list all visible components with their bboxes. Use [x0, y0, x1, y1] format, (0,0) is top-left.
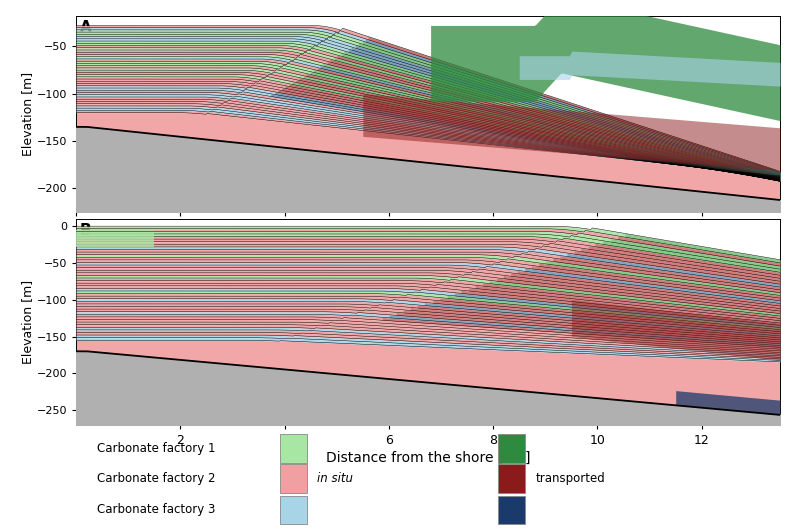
X-axis label: Distance from the shore [km]: Distance from the shore [km] [326, 451, 530, 465]
Bar [498, 434, 525, 463]
Bar [498, 495, 525, 524]
Text: Carbonate factory 2: Carbonate factory 2 [97, 472, 216, 485]
Text: Carbonate factory 3: Carbonate factory 3 [97, 503, 215, 516]
Bar [280, 495, 307, 524]
Bar [280, 434, 307, 463]
Text: B: B [79, 223, 91, 238]
Bar [498, 465, 525, 493]
Y-axis label: Elevation [m]: Elevation [m] [21, 280, 34, 364]
Text: A: A [79, 20, 91, 35]
Text: in situ: in situ [318, 472, 354, 485]
Bar [280, 465, 307, 493]
Y-axis label: Elevation [m]: Elevation [m] [21, 72, 34, 156]
Text: transported: transported [536, 472, 606, 485]
Text: Carbonate factory 1: Carbonate factory 1 [97, 442, 216, 455]
